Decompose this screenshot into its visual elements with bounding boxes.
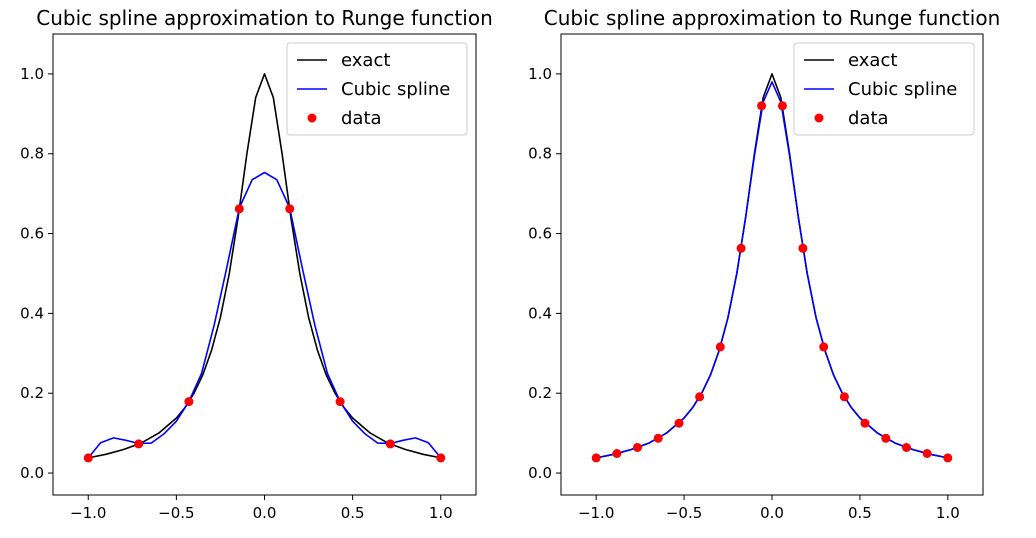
data-point <box>819 342 829 352</box>
data-point <box>83 453 93 463</box>
x-tick-label: 0.5 <box>848 504 872 522</box>
series-line-cubic-spline <box>87 171 442 459</box>
data-point <box>612 449 622 458</box>
data-point <box>385 439 395 449</box>
data-point <box>633 443 642 452</box>
data-point <box>653 433 663 443</box>
data-point <box>798 243 808 253</box>
y-tick-label: 1.0 <box>528 65 552 83</box>
data-point <box>436 453 446 463</box>
series-line-exact <box>87 73 442 459</box>
x-tick-label: −1.0 <box>578 504 614 522</box>
x-tick-label: −0.5 <box>666 504 702 522</box>
y-tick-label: 0.6 <box>528 225 552 243</box>
data-point <box>184 397 194 407</box>
chart-title: Cubic spline approximation to Runge func… <box>544 6 1001 30</box>
data-point <box>777 101 787 111</box>
data-point <box>234 204 244 214</box>
data-point <box>715 342 725 352</box>
chart-title: Cubic spline approximation to Runge func… <box>36 6 493 30</box>
y-tick-label: 0.8 <box>20 145 44 163</box>
data-point <box>902 443 911 452</box>
data-point <box>695 392 705 402</box>
y-tick-label: 1.0 <box>20 65 44 83</box>
legend-swatch <box>814 113 824 123</box>
legend: exact Cubic spline data <box>286 42 468 136</box>
data-point <box>881 433 891 443</box>
data-point <box>922 449 932 458</box>
legend-box <box>793 42 975 136</box>
data-point <box>839 392 849 402</box>
legend-box <box>286 42 468 136</box>
legend-swatch <box>307 113 317 123</box>
legend-label: data <box>848 108 889 129</box>
y-tick-label: 0.2 <box>528 384 552 402</box>
data-point <box>736 243 746 253</box>
x-tick-label: −0.5 <box>158 504 194 522</box>
legend-label: exact <box>848 50 897 71</box>
series-line-cubic-spline <box>595 81 949 459</box>
legend-label: data <box>341 108 382 129</box>
y-tick-label: 0.0 <box>528 464 552 482</box>
y-tick-label: 0.4 <box>528 304 552 322</box>
data-point <box>335 397 345 407</box>
data-point <box>943 453 953 463</box>
legend-label: Cubic spline <box>341 79 450 100</box>
legend: exact Cubic spline data <box>793 42 975 136</box>
x-tick-label: 1.0 <box>429 504 453 522</box>
x-tick-label: 1.0 <box>936 504 960 522</box>
x-tick-label: −1.0 <box>70 504 106 522</box>
data-point <box>674 418 684 428</box>
x-tick-label: 0.5 <box>341 504 365 522</box>
chart-1: Cubic spline approximation to Runge func… <box>20 6 493 522</box>
data-point <box>860 418 870 428</box>
y-tick-label: 0.8 <box>528 145 552 163</box>
y-tick-label: 0.4 <box>20 304 44 322</box>
legend-label: Cubic spline <box>848 79 957 100</box>
y-tick-label: 0.2 <box>20 384 44 402</box>
x-tick-label: 0.0 <box>760 504 784 522</box>
data-point <box>134 439 144 449</box>
x-tick-label: 0.0 <box>253 504 277 522</box>
chart-2: Cubic spline approximation to Runge func… <box>528 6 1000 522</box>
data-point <box>591 453 601 463</box>
y-tick-label: 0.0 <box>20 464 44 482</box>
data-point <box>757 101 767 111</box>
legend-label: exact <box>341 50 390 71</box>
data-point <box>285 204 295 214</box>
y-tick-label: 0.6 <box>20 225 44 243</box>
